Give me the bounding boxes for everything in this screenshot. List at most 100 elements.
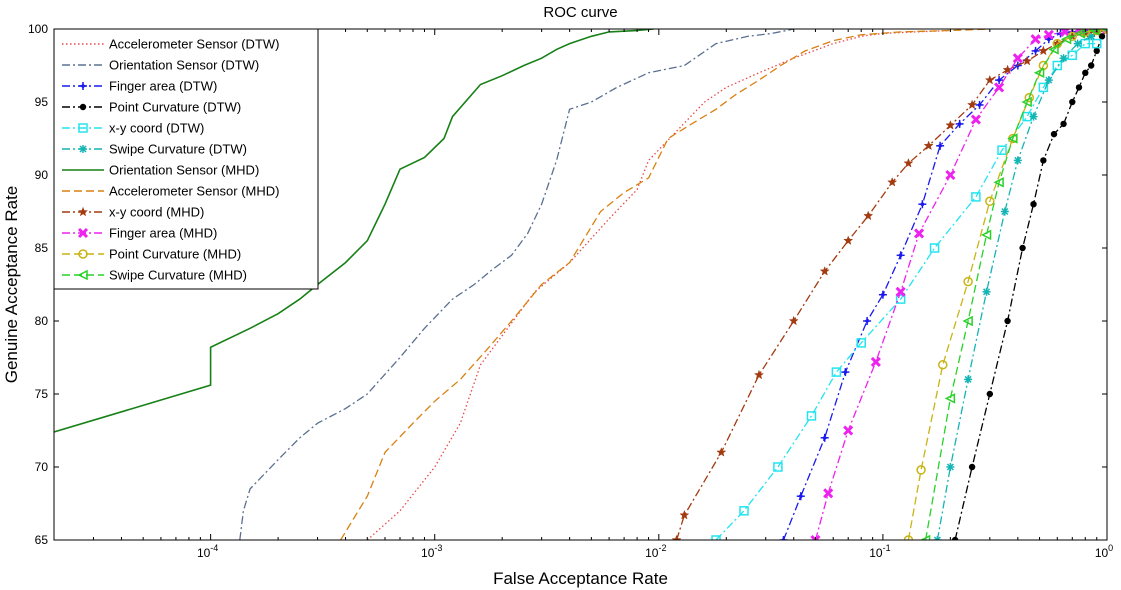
data-point-swipe-curvature-mhd [1074,29,1086,39]
y-tick-label: 100 [28,22,48,36]
data-point-point-curvature-dtw [951,536,959,540]
data-point-x-y-coord-dtw [895,294,906,304]
data-point-x-y-coord-dtw [1052,60,1063,71]
data-point-point-curvature-mhd [985,196,995,207]
data-point-swipe-curvature-dtw [982,287,991,296]
data-point-finger-area-mhd [945,169,956,181]
legend-item-accelerometer-sensor-dtw: Accelerometer Sensor (DTW) [62,37,279,52]
y-tick-label: 75 [35,387,49,401]
series-orientation-sensor-mhd [54,29,654,433]
legend-item-orientation-sensor-mhd: Orientation Sensor (MHD) [62,163,259,178]
series-swipe-curvature-dtw [933,29,1107,540]
legend-item-swipe-curvature-dtw: Swipe Curvature (DTW) [62,142,247,157]
x-axis-label: False Acceptance Rate [493,569,668,588]
y-tick-label: 85 [35,241,49,255]
data-point-point-curvature-dtw [1098,33,1106,40]
data-point-swipe-curvature-dtw [1029,112,1038,121]
series-line-finger-area-dtw [782,29,1107,540]
y-tick-label: 65 [35,533,49,547]
legend-item-x-y-coord-mhd: x-y coord (MHD) [62,205,204,220]
data-point-finger-area-mhd [823,488,834,499]
data-point-swipe-curvature-mhd [1033,67,1045,79]
data-point-swipe-curvature-dtw [933,536,942,540]
data-point-x-y-coord-dtw [997,145,1007,155]
data-point-finger-area-dtw [975,100,984,109]
x-tick-label: 10-1 [869,543,890,560]
data-point-finger-area-dtw [955,119,964,128]
series-accelerometer-sensor-dtw [366,29,951,540]
data-point-point-curvature-mhd [963,276,973,287]
legend-label: x-y coord (MHD) [109,205,204,220]
data-point-x-y-coord-mhd [984,74,995,85]
legend-item-swipe-curvature-mhd: Swipe Curvature (MHD) [62,268,247,283]
legend-item-finger-area-mhd: Finger area (MHD) [62,226,217,241]
legend-marker [78,123,88,133]
series-line-accelerometer-sensor-mhd [340,29,990,540]
data-point-finger-area-dtw [995,76,1004,85]
legend-label: Swipe Curvature (MHD) [109,268,247,283]
data-point-x-y-coord-mhd [716,447,727,457]
data-point-x-y-coord-mhd [945,120,956,130]
legend: Accelerometer Sensor (DTW) Orientation Se… [53,28,319,290]
legend-marker [79,103,87,111]
data-point-finger-area-mhd [970,114,981,125]
data-point-point-curvature-dtw [1069,98,1076,106]
data-point-point-curvature-mhd [1080,29,1091,37]
data-point-point-curvature-mhd [903,535,914,540]
data-point-x-y-coord-dtw [1067,50,1078,61]
data-point-x-y-coord-mhd [1038,45,1049,56]
data-point-swipe-curvature-mhd [1021,96,1032,108]
data-point-finger-area-mhd [1012,53,1023,64]
data-point-point-curvature-dtw [1087,62,1095,69]
data-point-x-y-coord-dtw [1091,38,1102,49]
data-point-point-curvature-dtw [1075,84,1083,91]
data-point-swipe-curvature-mhd [1048,44,1059,55]
series-line-point-curvature-dtw [954,29,1107,540]
legend-item-orientation-sensor-dtw: Orientation Sensor (DTW) [62,58,259,73]
data-point-point-curvature-dtw [1082,69,1089,77]
data-point-swipe-curvature-mhd [1060,34,1072,45]
data-point-point-curvature-dtw [1030,201,1037,208]
legend-item-finger-area-dtw: Finger area (DTW) [62,79,217,94]
legend-item-point-curvature-mhd: Point Curvature (MHD) [62,247,241,262]
data-point-finger-area-mhd [1043,29,1054,40]
data-point-finger-area-mhd [1030,34,1041,45]
data-point-x-y-coord-mhd [843,235,854,245]
y-tick-label: 90 [35,168,49,182]
legend-box [53,28,319,290]
data-point-x-y-coord-mhd [923,140,934,151]
data-point-x-y-coord-mhd [679,509,690,520]
data-point-swipe-curvature-mhd [944,393,956,404]
series-line-accelerometer-sensor-dtw [366,29,951,540]
data-point-x-y-coord-dtw [711,535,721,540]
series-line-orientation-sensor-mhd [54,29,654,433]
data-point-x-y-coord-mhd [903,157,914,168]
ticks-layer: 65 70 75 80 85 90 95 100 10-4 10-3 10-2 10-1 100 [28,22,1113,560]
data-point-finger-area-mhd [895,286,906,297]
x-tick-label: 10-3 [421,543,442,560]
legend-label: Orientation Sensor (MHD) [109,163,259,178]
series-line-point-curvature-mhd [907,29,1107,540]
legend-marker [79,82,87,90]
data-point-finger-area-dtw [1031,46,1040,55]
data-point-finger-area-mhd [914,228,925,239]
data-point-finger-area-mhd [994,82,1005,93]
data-point-point-curvature-mhd [1024,92,1035,103]
data-point-point-curvature-mhd [916,465,926,475]
legend-label: Finger area (DTW) [109,79,217,94]
chart-title: ROC curve [543,4,617,21]
data-point-finger-area-dtw [878,290,887,299]
series-accelerometer-sensor-mhd [340,29,990,540]
data-point-finger-area-dtw [820,433,829,442]
legend-marker [78,249,88,259]
series-line-swipe-curvature-mhd [924,29,1107,540]
legend-marker [77,227,89,239]
legend-label: Finger area (MHD) [109,226,217,241]
data-point-swipe-curvature-mhd [993,177,1004,188]
data-point-point-curvature-dtw [1060,120,1067,128]
legend-marker [79,145,87,153]
data-point-swipe-curvature-dtw [1059,54,1068,63]
data-point-swipe-curvature-dtw [1000,207,1009,216]
data-point-finger-area-dtw [936,141,945,150]
